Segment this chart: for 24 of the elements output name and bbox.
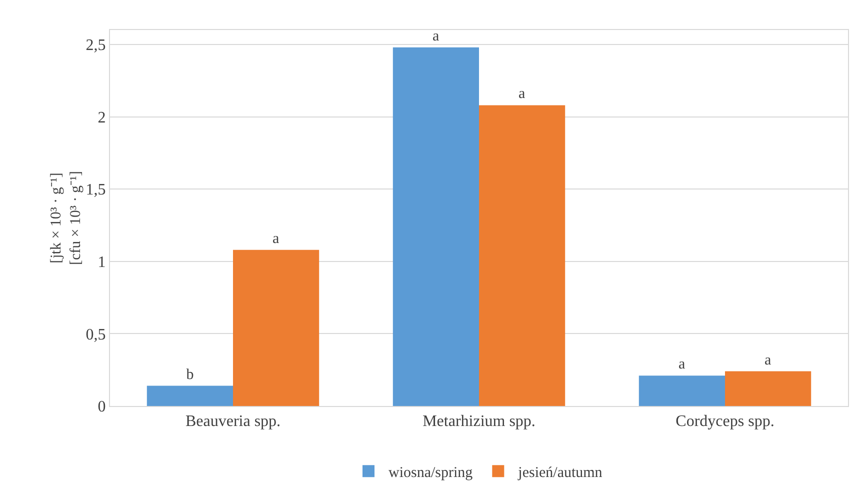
x-tick-label: Metarhizium spp.: [422, 413, 536, 430]
y-tick-label: 0: [98, 398, 106, 416]
y-tick-label: 1: [98, 254, 106, 271]
data-label: a: [518, 86, 526, 102]
data-label: a: [678, 356, 686, 373]
data-label: a: [272, 230, 280, 247]
bar: [725, 371, 812, 406]
y-tick-label: 1,5: [86, 182, 106, 199]
bar: [146, 386, 233, 406]
y-axis-title: [jtk × 10³ · g⁻¹] [cfu × 10³ · g⁻¹]: [48, 170, 84, 266]
legend-label: wiosna/spring: [388, 464, 474, 481]
data-label: b: [186, 366, 194, 383]
legend-label: jesień/autumn: [517, 464, 603, 481]
bar: [233, 250, 320, 406]
x-tick-label: Beauveria spp.: [185, 413, 281, 430]
bar: [638, 376, 725, 406]
x-tick-label: Cordyceps spp.: [676, 413, 774, 430]
data-label: a: [764, 352, 772, 368]
data-label: a: [432, 28, 440, 44]
y-tick-label: 2,5: [86, 37, 106, 54]
bar: [479, 105, 566, 406]
bar: [392, 47, 479, 406]
y-tick-label: 0,5: [86, 326, 106, 344]
y-tick-label: 2: [98, 109, 106, 126]
